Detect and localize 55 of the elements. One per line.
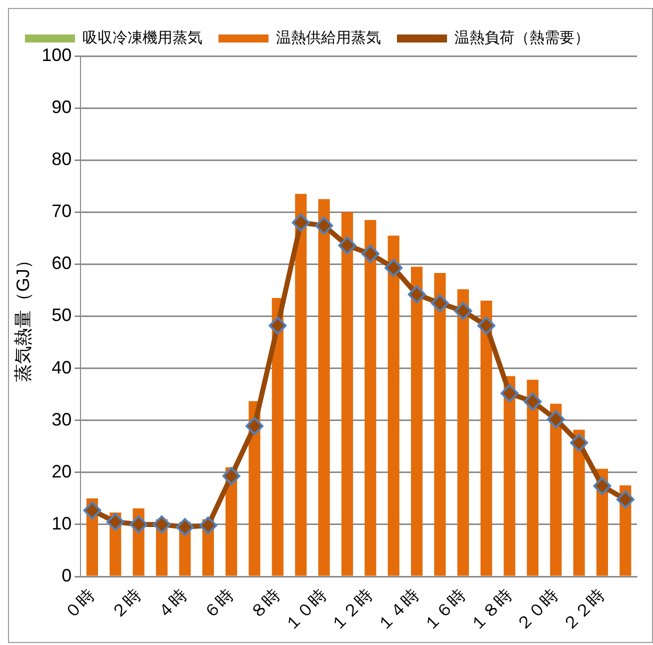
y-tick-label: 100: [42, 44, 72, 65]
y-tick-label: 50: [52, 305, 72, 326]
x-tick-label: ２時: [107, 585, 145, 623]
legend-label: 温熱供給用蒸気: [276, 30, 381, 47]
point: [338, 236, 356, 254]
point: [361, 244, 380, 263]
legend-label: 吸収冷凍機用蒸気: [82, 30, 202, 47]
point: [222, 467, 240, 486]
point: [524, 392, 542, 411]
bar: [388, 236, 400, 576]
y-tick-label: 90: [52, 97, 72, 118]
y-tick-label: 40: [52, 357, 72, 378]
y-tick-label: 10: [52, 513, 72, 534]
point: [152, 515, 171, 534]
point: [570, 434, 588, 452]
point: [245, 417, 264, 436]
bar: [504, 376, 516, 576]
point: [593, 476, 612, 495]
point: [454, 302, 472, 320]
point: [83, 501, 102, 520]
bar: [434, 273, 446, 576]
bar: [341, 212, 354, 576]
y-tick-label: 30: [52, 409, 72, 430]
y-axis-title: 蒸気熱量（GJ）: [12, 250, 33, 382]
y-tick-label: 0: [62, 565, 72, 586]
point: [384, 258, 403, 277]
point: [268, 316, 287, 335]
bar: [410, 266, 423, 576]
point: [477, 316, 496, 335]
point: [106, 512, 124, 531]
bar: [480, 300, 492, 576]
y-tick-label: 60: [52, 253, 72, 274]
bar: [550, 404, 562, 576]
point: [500, 384, 518, 402]
point: [315, 216, 334, 235]
legend-label: 温熱負荷（熱需要）: [454, 30, 590, 47]
point: [199, 516, 218, 535]
point: [408, 285, 426, 304]
point: [130, 515, 148, 534]
point: [430, 294, 449, 312]
x-tick-label: ４時: [154, 585, 192, 623]
bar: [364, 220, 376, 576]
bar: [457, 289, 469, 576]
point: [616, 490, 634, 508]
point: [176, 518, 194, 536]
y-tick-label: 80: [52, 149, 72, 170]
point: [546, 410, 565, 428]
bar: [526, 380, 538, 576]
bar: [295, 194, 307, 576]
x-tick-label: ０時: [60, 585, 98, 623]
x-tick-label: ６時: [200, 585, 238, 623]
bar: [318, 199, 330, 576]
point: [292, 214, 310, 232]
y-tick-label: 20: [52, 461, 72, 482]
y-tick-label: 70: [52, 201, 72, 222]
